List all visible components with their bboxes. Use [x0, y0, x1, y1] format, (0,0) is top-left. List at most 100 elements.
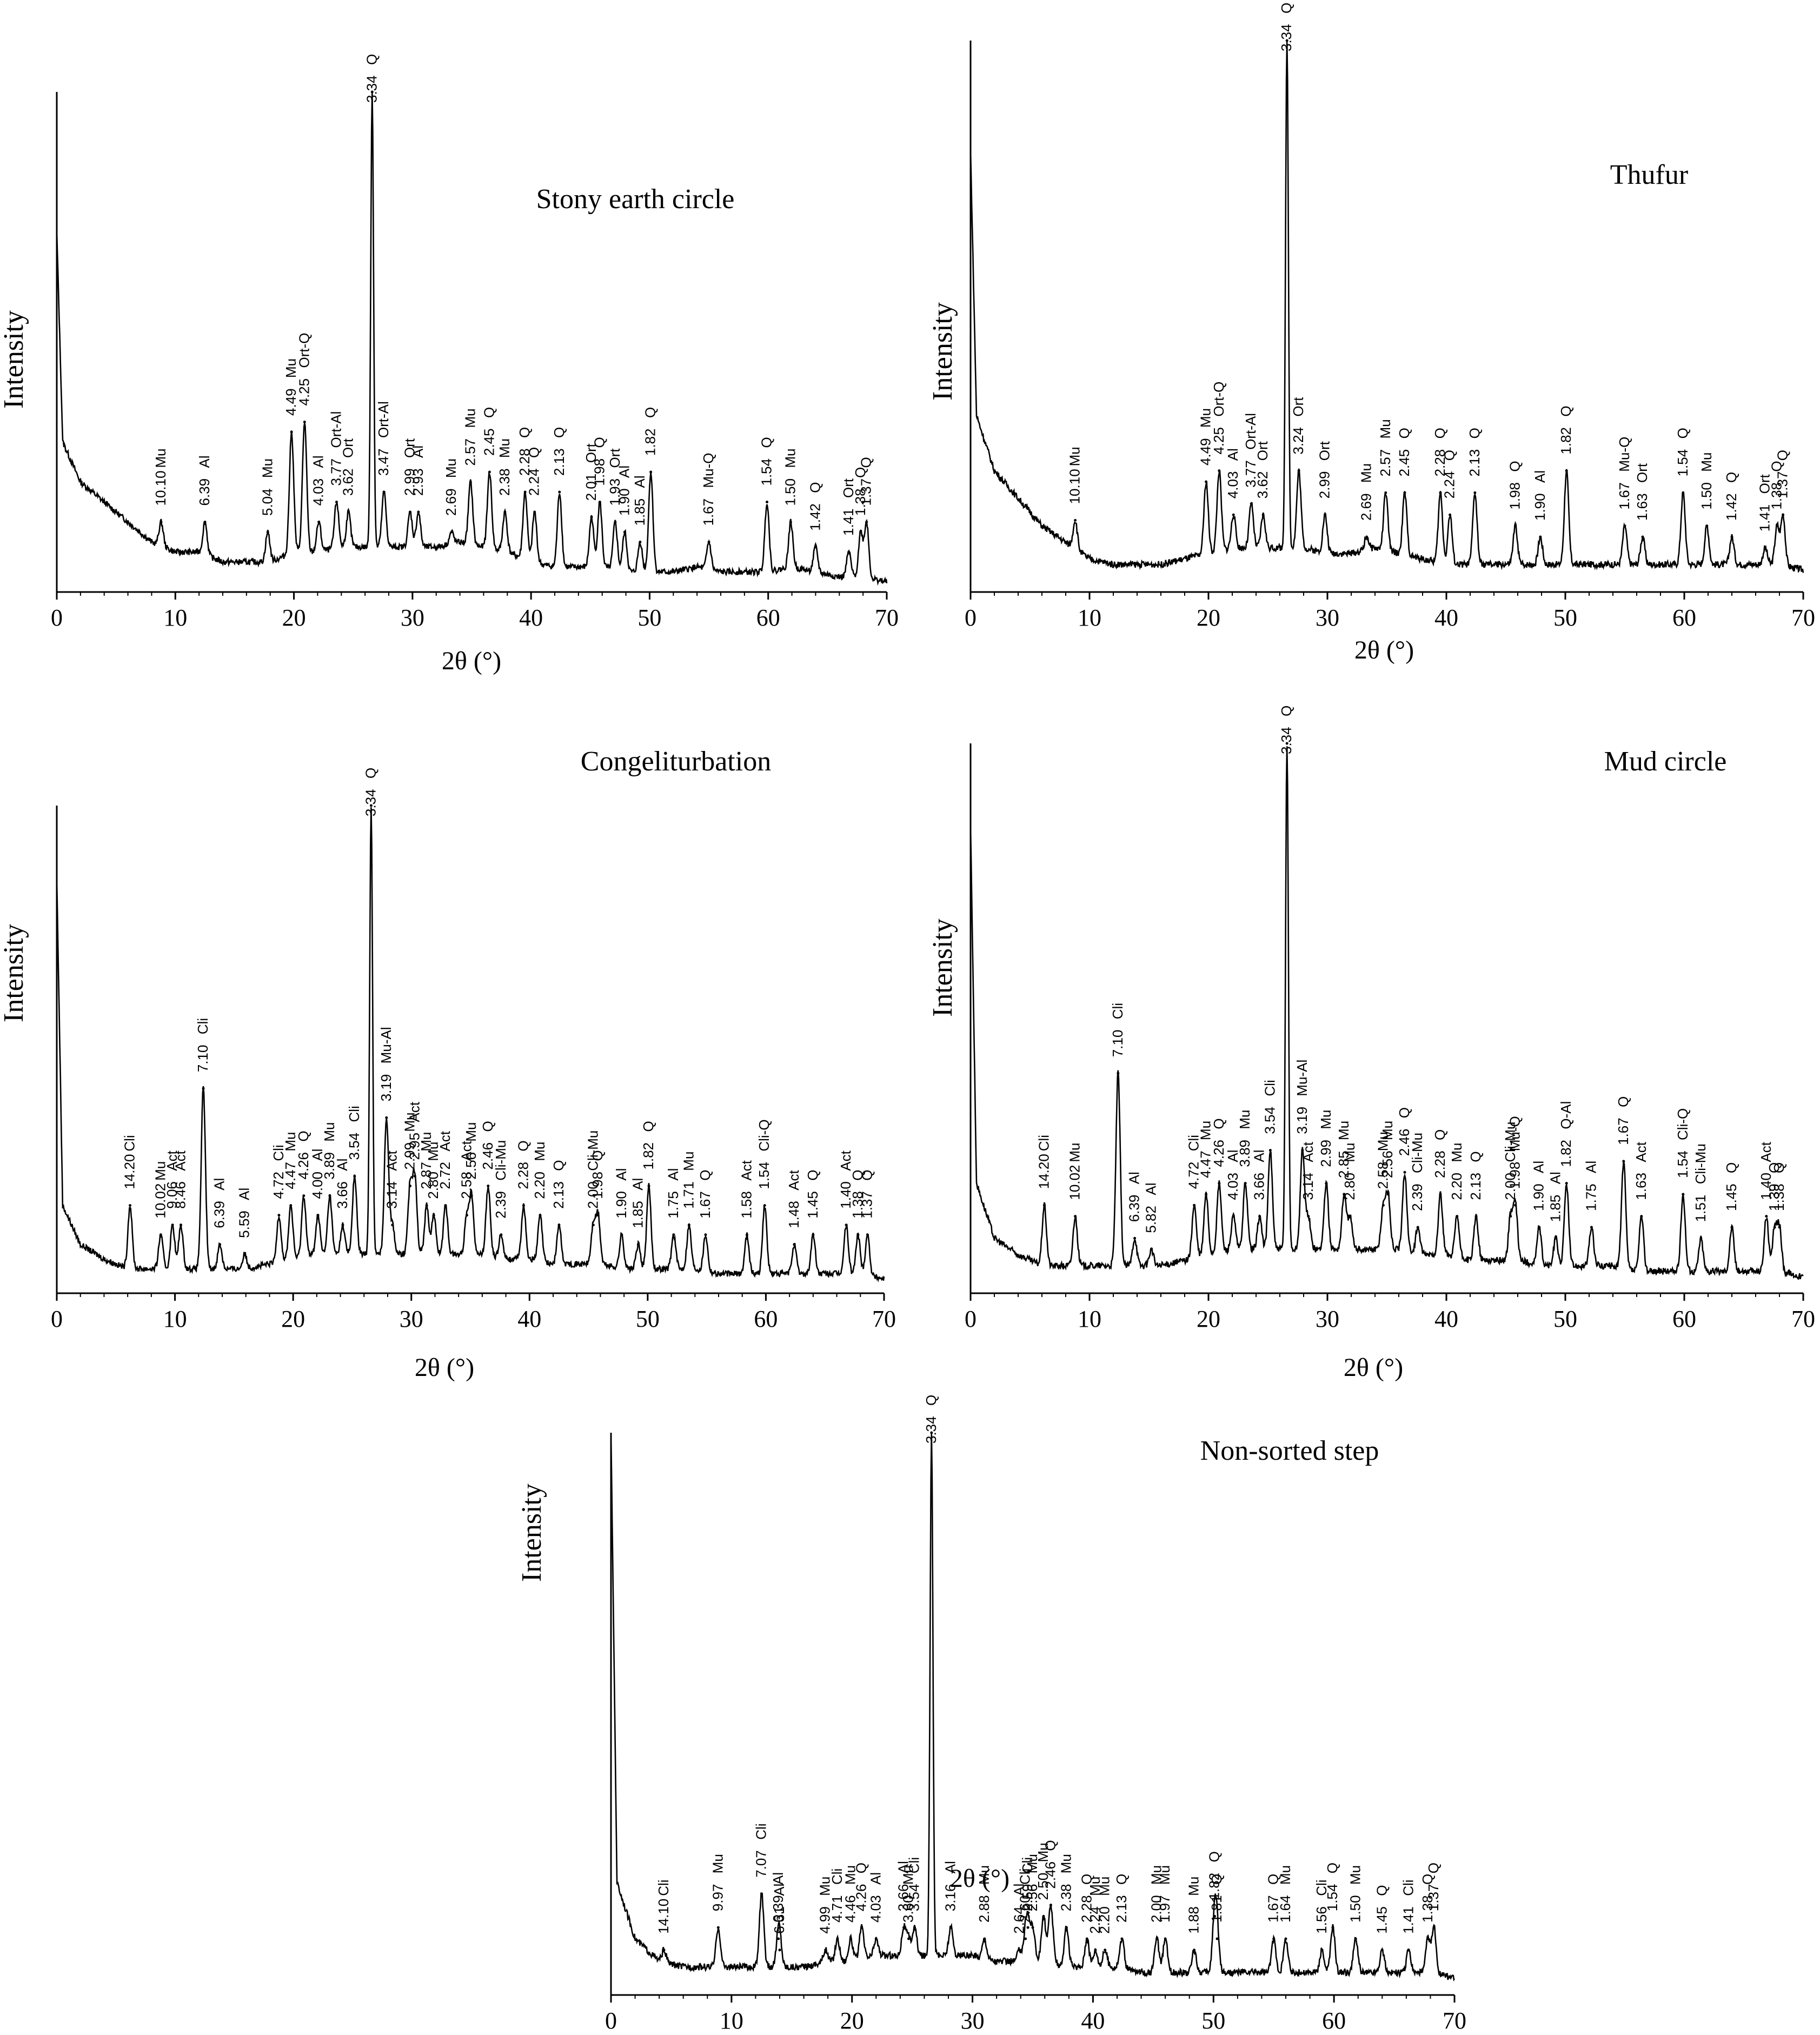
- peak-marker: [353, 1175, 356, 1178]
- peak-marker: [1622, 1160, 1625, 1163]
- peak-marker: [592, 1223, 595, 1227]
- peak-marker: [302, 1194, 305, 1198]
- peak-d-spacing-label: 2.38: [496, 468, 513, 496]
- peak-marker: [793, 1243, 796, 1246]
- peak-marker: [1117, 1072, 1120, 1075]
- xrd-pattern-line: [969, 746, 1804, 1280]
- peak-mineral-label: Ort: [840, 478, 856, 498]
- peak-mineral-label: Act: [1633, 1141, 1649, 1162]
- peak-d-spacing-label: 5.04: [259, 488, 275, 516]
- peak-mineral-label: Al: [771, 1884, 787, 1896]
- peak-mineral-label: Q: [1432, 428, 1448, 438]
- peak-marker: [539, 1214, 542, 1217]
- peak-mineral-label: Q: [362, 768, 378, 779]
- peak-mineral-label: Q: [1373, 1885, 1390, 1896]
- x-tick-label: 60: [1672, 604, 1696, 631]
- peak-marker: [1699, 1236, 1703, 1240]
- peak-marker: [859, 530, 862, 534]
- peak-marker: [814, 546, 817, 549]
- peak-d-spacing-label: 2.24: [1087, 1906, 1103, 1934]
- peak-d-spacing-label: 2.56: [1379, 1150, 1396, 1178]
- peak-mineral-label: Mu: [1024, 1854, 1040, 1873]
- peak-d-spacing-label: 3.62: [340, 468, 356, 496]
- peak-mineral-label: Q: [1206, 1851, 1223, 1862]
- peak-mineral-label: Al: [616, 465, 632, 478]
- peak-mineral-label: Act: [172, 1150, 189, 1171]
- peak-marker: [1640, 1215, 1643, 1218]
- peak-marker: [1218, 469, 1221, 473]
- peak-marker: [1215, 1937, 1219, 1940]
- peak-mineral-label: Q: [295, 1130, 311, 1141]
- peak-d-spacing-label: 4.26: [1211, 1140, 1227, 1167]
- peak-d-spacing-label: 1.37: [859, 1191, 875, 1219]
- panel-title: Non-sorted step: [1200, 1435, 1379, 1466]
- peak-mineral-label: Al: [942, 1861, 958, 1873]
- peak-marker: [856, 1233, 860, 1236]
- peak-mineral-label: Q: [1208, 1874, 1225, 1885]
- peak-mineral-label: Q: [1466, 428, 1483, 438]
- x-tick-label: 20: [1197, 1306, 1220, 1332]
- peak-mineral-label: Ort-Al: [328, 411, 344, 448]
- peak-mineral-label: Q: [1278, 706, 1294, 716]
- peak-mineral-label: Mu: [496, 438, 513, 458]
- peak-d-spacing-label: 1.42: [807, 503, 823, 531]
- peak-mineral-label: Q: [1675, 428, 1691, 438]
- peak-d-spacing-label: 1.50: [782, 478, 798, 506]
- peak-d-spacing-label: 2.01: [583, 474, 599, 501]
- peak-marker: [983, 1937, 986, 1940]
- peak-marker: [391, 1223, 394, 1227]
- peak-mineral-label: Q: [1723, 472, 1739, 483]
- peak-mineral-label: Cli-Mu: [584, 1130, 601, 1171]
- peak-d-spacing-label: 1.38: [852, 488, 868, 516]
- peak-d-spacing-label: 3.77: [328, 458, 344, 486]
- peak-d-spacing-label: 1.38: [1769, 482, 1785, 510]
- peak-marker: [202, 1087, 205, 1090]
- peak-d-spacing-label: 1.54: [1675, 449, 1691, 477]
- peak-mineral-label: Mu-Q: [700, 453, 716, 488]
- peak-mineral-label: Ort-Q: [1211, 382, 1227, 417]
- peak-mineral-label: Mu: [1374, 1132, 1391, 1151]
- peak-d-spacing-label: 3.34: [363, 75, 380, 103]
- peak-mineral-label: Q: [1769, 461, 1785, 471]
- peak-d-spacing-label: 1.75: [1583, 1183, 1599, 1211]
- peak-d-spacing-label: 1.42: [1723, 493, 1739, 521]
- peak-d-spacing-label: 7.10: [1110, 1030, 1126, 1058]
- peak-mineral-label: Q: [849, 1170, 866, 1181]
- peak-d-spacing-label: 2.80: [1341, 1173, 1358, 1200]
- peak-d-spacing-label: 1.37: [1425, 1884, 1442, 1912]
- peak-mineral-label: Al: [867, 1872, 884, 1885]
- peak-marker: [1155, 1937, 1159, 1940]
- peak-d-spacing-label: 1.67: [700, 498, 716, 526]
- peak-marker: [649, 470, 653, 474]
- peak-marker: [860, 1926, 863, 1929]
- peak-d-spacing-label: 3.14: [384, 1181, 400, 1209]
- peak-mineral-label: Cli: [122, 1135, 138, 1151]
- peak-d-spacing-label: 2.45: [1396, 449, 1412, 477]
- peak-marker: [849, 1937, 852, 1940]
- peak-d-spacing-label: 1.45: [805, 1191, 821, 1219]
- x-tick-label: 30: [1316, 1306, 1339, 1332]
- peak-d-spacing-label: 3.47: [375, 448, 391, 476]
- peak-marker: [341, 1223, 344, 1227]
- peak-d-spacing-label: 5.59: [236, 1211, 253, 1238]
- peak-mineral-label: Act: [1758, 1141, 1774, 1162]
- peak-d-spacing-label: 1.81: [1208, 1895, 1225, 1923]
- x-tick-label: 70: [1443, 2007, 1466, 2034]
- peak-d-spacing-label: 2.93: [410, 468, 426, 496]
- peak-mineral-label: Cli-Mu: [493, 1140, 509, 1181]
- peak-d-spacing-label: 10.10: [1067, 469, 1083, 504]
- peak-d-spacing-label: 7.07: [753, 1850, 769, 1878]
- peak-marker: [1514, 524, 1517, 528]
- peak-mineral-label: Q: [591, 437, 607, 448]
- peak-mineral-label: Q: [1396, 1107, 1412, 1118]
- peak-mineral-label: Mu: [1449, 1142, 1465, 1162]
- peak-mineral-label: Act: [164, 1150, 180, 1171]
- peak-d-spacing-label: 4.47: [1198, 1150, 1214, 1178]
- peak-d-spacing-label: 4.03: [1225, 471, 1241, 499]
- peak-marker: [129, 1204, 132, 1207]
- peak-marker: [1682, 1193, 1685, 1196]
- peak-mineral-label: Ort-Al: [1243, 413, 1259, 450]
- peak-d-spacing-label: 3.89: [1237, 1140, 1253, 1167]
- peak-d-spacing-label: 10.02: [152, 1183, 168, 1219]
- xrd-pattern-line: [56, 91, 888, 586]
